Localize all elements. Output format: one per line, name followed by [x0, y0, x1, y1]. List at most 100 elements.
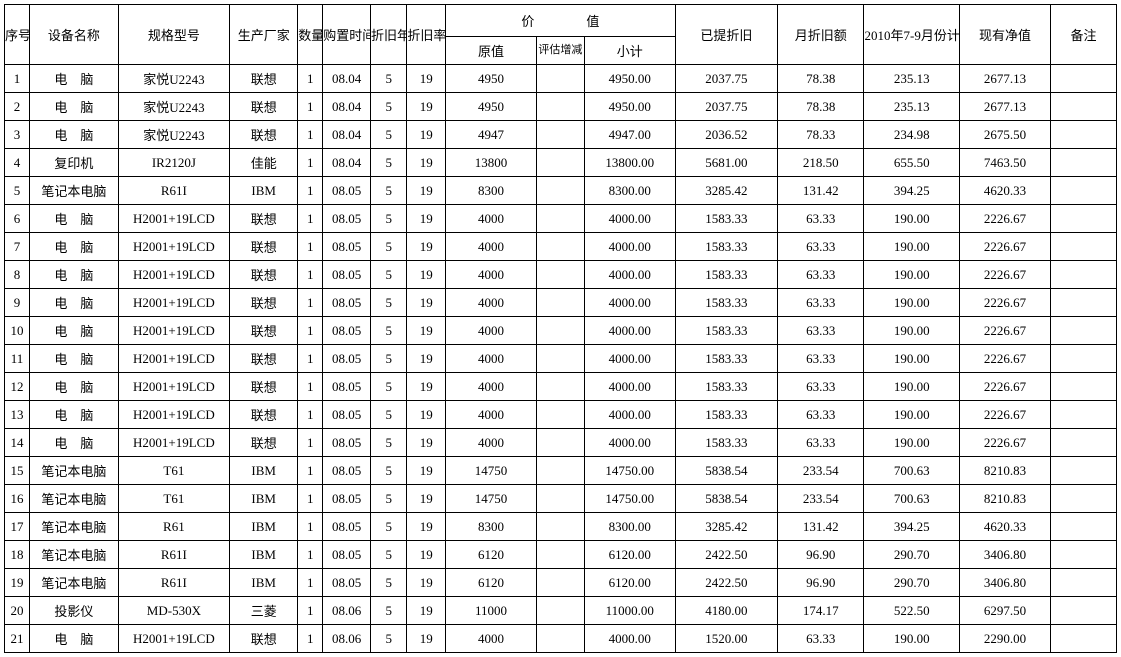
cell-name: 电 脑	[30, 401, 119, 429]
cell-qty: 1	[298, 289, 323, 317]
cell-net: 3406.80	[959, 541, 1050, 569]
cell-subtotal: 13800.00	[584, 149, 675, 177]
cell-qty: 1	[298, 177, 323, 205]
cell-remark	[1050, 597, 1116, 625]
cell-model: R61I	[118, 569, 229, 597]
table-header: 序号设备名称规格型号生产厂家数量购置时间折旧年限折旧率%价 值已提折旧月折旧额2…	[5, 5, 1117, 65]
cell-years: 5	[371, 457, 407, 485]
cell-accum: 1583.33	[675, 429, 777, 457]
cell-years: 5	[371, 625, 407, 653]
cell-accum: 2422.50	[675, 541, 777, 569]
cell-qty: 1	[298, 597, 323, 625]
cell-assess	[537, 541, 585, 569]
cell-years: 5	[371, 177, 407, 205]
cell-qty: 1	[298, 65, 323, 93]
cell-seq: 12	[5, 373, 30, 401]
cell-qty: 1	[298, 513, 323, 541]
cell-buy: 08.05	[323, 513, 371, 541]
cell-assess	[537, 261, 585, 289]
cell-subtotal: 6120.00	[584, 569, 675, 597]
cell-accum: 5838.54	[675, 485, 777, 513]
cell-buy: 08.05	[323, 569, 371, 597]
cell-orig: 4000	[446, 345, 537, 373]
cell-buy: 08.06	[323, 597, 371, 625]
table-row: 11电 脑H2001+19LCD联想108.0551940004000.0015…	[5, 345, 1117, 373]
cell-rate: 19	[407, 401, 446, 429]
table-row: 10电 脑H2001+19LCD联想108.0551940004000.0015…	[5, 317, 1117, 345]
cell-seq: 17	[5, 513, 30, 541]
cell-subtotal: 4000.00	[584, 401, 675, 429]
cell-period: 190.00	[864, 401, 960, 429]
cell-model: T61	[118, 457, 229, 485]
cell-model: H2001+19LCD	[118, 401, 229, 429]
cell-mfr: IBM	[230, 457, 298, 485]
cell-subtotal: 4000.00	[584, 345, 675, 373]
cell-remark	[1050, 401, 1116, 429]
cell-name: 投影仪	[30, 597, 119, 625]
cell-name: 电 脑	[30, 233, 119, 261]
cell-name: 复印机	[30, 149, 119, 177]
cell-subtotal: 11000.00	[584, 597, 675, 625]
cell-subtotal: 4000.00	[584, 625, 675, 653]
cell-seq: 18	[5, 541, 30, 569]
cell-net: 8210.83	[959, 457, 1050, 485]
table-row: 21电 脑H2001+19LCD联想108.0651940004000.0015…	[5, 625, 1117, 653]
cell-name: 电 脑	[30, 317, 119, 345]
cell-orig: 6120	[446, 541, 537, 569]
cell-seq: 8	[5, 261, 30, 289]
cell-rate: 19	[407, 625, 446, 653]
cell-years: 5	[371, 93, 407, 121]
cell-remark	[1050, 121, 1116, 149]
cell-orig: 4000	[446, 373, 537, 401]
cell-model: 家悦U2243	[118, 121, 229, 149]
cell-monthly: 63.33	[778, 429, 864, 457]
cell-assess	[537, 149, 585, 177]
col-seq: 序号	[5, 5, 30, 65]
cell-monthly: 63.33	[778, 289, 864, 317]
cell-name: 笔记本电脑	[30, 569, 119, 597]
cell-qty: 1	[298, 317, 323, 345]
cell-orig: 4947	[446, 121, 537, 149]
cell-net: 2226.67	[959, 401, 1050, 429]
col-rate: 折旧率%	[407, 5, 446, 65]
cell-rate: 19	[407, 541, 446, 569]
table-row: 7电 脑H2001+19LCD联想108.0551940004000.00158…	[5, 233, 1117, 261]
cell-net: 4620.33	[959, 513, 1050, 541]
cell-buy: 08.05	[323, 485, 371, 513]
col-qty: 数量	[298, 5, 323, 65]
cell-mfr: 联想	[230, 373, 298, 401]
cell-qty: 1	[298, 261, 323, 289]
cell-subtotal: 4000.00	[584, 289, 675, 317]
cell-subtotal: 4000.00	[584, 317, 675, 345]
cell-accum: 1583.33	[675, 401, 777, 429]
cell-seq: 19	[5, 569, 30, 597]
table-body: 1电 脑家悦U2243联想108.0451949504950.002037.75…	[5, 65, 1117, 653]
cell-years: 5	[371, 289, 407, 317]
cell-years: 5	[371, 317, 407, 345]
cell-period: 190.00	[864, 233, 960, 261]
cell-mfr: IBM	[230, 513, 298, 541]
table-row: 14电 脑H2001+19LCD联想108.0551940004000.0015…	[5, 429, 1117, 457]
cell-remark	[1050, 625, 1116, 653]
cell-buy: 08.05	[323, 317, 371, 345]
cell-remark	[1050, 541, 1116, 569]
cell-period: 290.70	[864, 541, 960, 569]
cell-qty: 1	[298, 485, 323, 513]
cell-net: 8210.83	[959, 485, 1050, 513]
col-net: 现有净值	[959, 5, 1050, 65]
cell-seq: 16	[5, 485, 30, 513]
cell-mfr: IBM	[230, 177, 298, 205]
cell-accum: 2422.50	[675, 569, 777, 597]
cell-monthly: 233.54	[778, 457, 864, 485]
cell-model: H2001+19LCD	[118, 345, 229, 373]
cell-name: 笔记本电脑	[30, 457, 119, 485]
cell-rate: 19	[407, 233, 446, 261]
cell-years: 5	[371, 65, 407, 93]
cell-accum: 1583.33	[675, 233, 777, 261]
table-row: 13电 脑H2001+19LCD联想108.0551940004000.0015…	[5, 401, 1117, 429]
cell-subtotal: 4950.00	[584, 93, 675, 121]
cell-remark	[1050, 177, 1116, 205]
cell-assess	[537, 373, 585, 401]
col-assess: 评估增减	[537, 37, 585, 65]
cell-model: T61	[118, 485, 229, 513]
